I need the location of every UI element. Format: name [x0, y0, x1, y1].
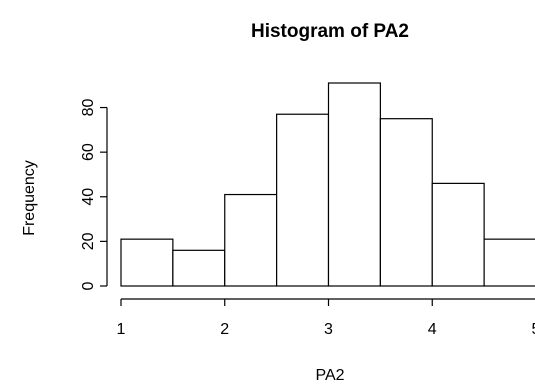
y-tick-label-60: 60: [80, 143, 97, 161]
y-axis-label: Frequency: [21, 160, 38, 236]
histogram-bar-4: [276, 113, 330, 287]
x-tick-label-4: 4: [428, 321, 437, 338]
y-tick-label-40: 40: [80, 188, 97, 206]
histogram-bar-6: [379, 118, 433, 287]
histogram-bar-7: [431, 182, 485, 287]
chart-title: Histogram of PA2: [251, 21, 409, 42]
x-axis-label: PA2: [315, 367, 344, 384]
histogram-bar-2: [172, 249, 226, 287]
bars-layer: [120, 82, 535, 287]
x-tick-label-2: 2: [220, 321, 229, 338]
histogram-bar-1: [120, 238, 174, 287]
x-axis: 1 2 3 4 5: [117, 298, 535, 338]
y-tick-label-20: 20: [80, 232, 97, 250]
histogram-bar-5: [327, 82, 381, 287]
y-tick-label-0: 0: [80, 281, 97, 290]
y-axis: 0 20 40 60 80: [80, 99, 108, 290]
x-tick-label-1: 1: [117, 321, 126, 338]
y-tick-label-80: 80: [80, 99, 97, 117]
x-tick-label-3: 3: [324, 321, 333, 338]
histogram-bar-3: [224, 193, 278, 287]
histogram-bar-8: [483, 238, 535, 287]
x-tick-label-5: 5: [532, 321, 535, 338]
